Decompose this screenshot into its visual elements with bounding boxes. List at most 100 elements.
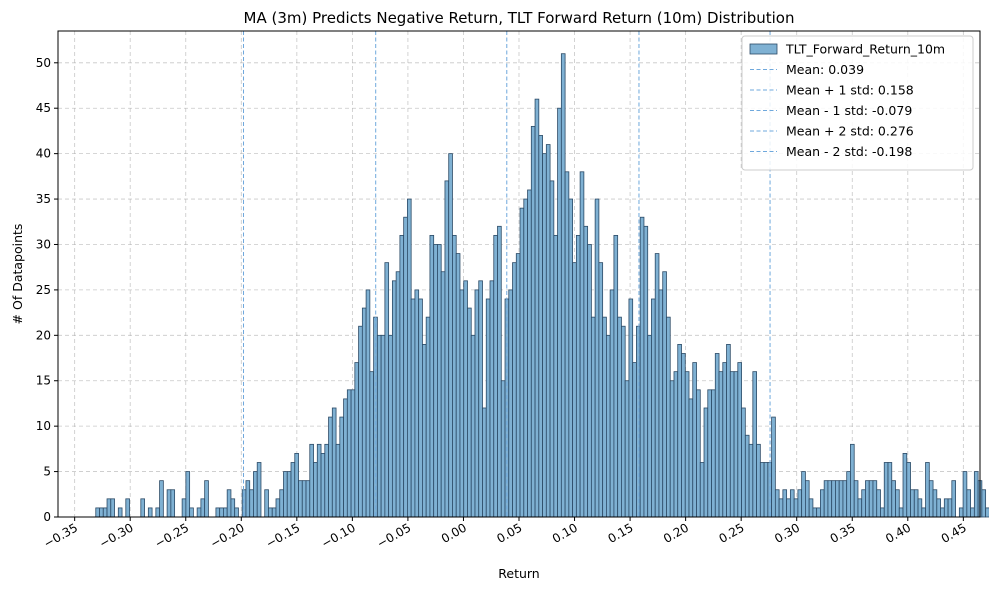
- histogram-bar: [932, 489, 938, 518]
- histogram-bar: [816, 507, 821, 518]
- histogram-bar: [729, 371, 735, 518]
- histogram-bar: [350, 389, 356, 518]
- legend-entry-label: Mean - 2 std: -0.198: [786, 144, 912, 159]
- histogram-bar: [489, 280, 495, 518]
- histogram-bar: [925, 462, 930, 518]
- histogram-bar: [966, 489, 972, 518]
- x-tick-label: −0.15: [263, 520, 302, 551]
- y-tick-label: 30: [36, 237, 51, 251]
- histogram-bar: [515, 253, 521, 518]
- histogram-bar: [286, 471, 292, 518]
- x-tick-label: 0.40: [883, 520, 913, 545]
- histogram-bar: [425, 316, 431, 518]
- histogram-bar: [594, 198, 600, 518]
- histogram-bar: [669, 380, 675, 518]
- histogram-bar: [752, 371, 757, 518]
- y-tick-label: 45: [36, 101, 51, 115]
- histogram-bar: [339, 416, 344, 518]
- histogram-bar: [583, 225, 589, 518]
- histogram-bar: [958, 507, 964, 518]
- histogram-bar: [786, 498, 791, 518]
- histogram-bar: [440, 271, 446, 518]
- histogram-bar: [106, 498, 112, 518]
- histogram-bar: [166, 489, 172, 518]
- histogram-bar: [883, 462, 889, 518]
- legend-entry-label: Mean - 1 std: -0.079: [786, 103, 912, 118]
- x-tick-label: −0.05: [375, 520, 414, 551]
- histogram-bar: [677, 344, 682, 518]
- histogram-bar: [553, 234, 558, 518]
- histogram-bar: [850, 443, 855, 518]
- histogram-bar: [741, 407, 746, 518]
- histogram-bar: [230, 498, 236, 518]
- histogram-bar: [159, 480, 164, 518]
- histogram-bar: [433, 244, 438, 518]
- x-tick-label: −0.25: [152, 520, 191, 551]
- histogram-bar: [906, 462, 911, 518]
- y-tick-label: 15: [36, 374, 51, 388]
- histogram-bar: [568, 198, 574, 518]
- histogram-bar: [737, 362, 742, 518]
- histogram-bar: [391, 280, 397, 518]
- histogram-bar: [846, 471, 851, 518]
- histogram-bar: [699, 462, 705, 518]
- histogram-bar: [407, 198, 412, 518]
- histogram-bar: [324, 443, 329, 518]
- histogram-bar: [140, 498, 145, 518]
- histogram-bar: [335, 443, 341, 518]
- histogram-bar: [478, 280, 483, 518]
- histogram-bar: [632, 362, 637, 518]
- chart-title: MA (3m) Predicts Negative Return, TLT Fo…: [244, 9, 795, 27]
- y-tick-label: 25: [36, 283, 51, 297]
- histogram-bar: [666, 316, 671, 518]
- histogram-bar: [474, 289, 480, 518]
- histogram-bar: [880, 507, 885, 518]
- histogram-bar: [733, 371, 739, 518]
- histogram-bar: [838, 480, 844, 518]
- legend-box: [741, 35, 974, 171]
- histogram-bar: [301, 480, 307, 518]
- histogram-bar: [117, 507, 123, 518]
- histogram-bar: [609, 289, 615, 518]
- histogram-bar: [684, 371, 690, 518]
- histogram-bar: [463, 280, 468, 518]
- histogram-bar: [688, 398, 694, 518]
- histogram-bar: [722, 362, 727, 518]
- x-tick-label: −0.35: [41, 520, 80, 551]
- histogram-bar: [696, 389, 701, 518]
- histogram-bar: [241, 489, 247, 518]
- histogram-bar: [226, 489, 232, 518]
- histogram-bar: [271, 507, 277, 518]
- histogram-bar: [95, 507, 100, 518]
- histogram-bar: [853, 480, 859, 518]
- histogram-bar: [898, 507, 904, 518]
- histogram-bar: [774, 489, 780, 518]
- histogram-bar: [928, 480, 934, 518]
- histogram-bar: [155, 507, 160, 518]
- histogram-bar: [320, 453, 326, 518]
- legend-entry-label: Mean + 2 std: 0.276: [786, 124, 914, 139]
- histogram-bar: [917, 498, 923, 518]
- histogram-bar: [895, 489, 900, 518]
- histogram-bar: [500, 380, 506, 518]
- histogram-bar: [365, 289, 371, 518]
- histogram-bar: [418, 298, 423, 518]
- histogram-bar: [519, 207, 525, 518]
- histogram-bar: [707, 389, 712, 518]
- y-tick-label: 0: [43, 510, 51, 524]
- histogram-bar: [545, 144, 551, 518]
- histogram-bar: [102, 507, 108, 518]
- histogram-bar: [726, 344, 731, 518]
- y-tick-label: 10: [36, 419, 51, 433]
- histogram-bar: [223, 507, 228, 518]
- histogram-bar: [703, 407, 709, 518]
- histogram-bar: [343, 398, 348, 518]
- histogram-bar: [497, 225, 502, 518]
- histogram-bar: [801, 471, 806, 518]
- histogram-bar: [245, 480, 251, 518]
- histogram-bar: [981, 489, 987, 518]
- histogram-bar: [422, 344, 427, 518]
- y-tick-label: 5: [43, 465, 51, 479]
- histogram-bar: [621, 325, 626, 518]
